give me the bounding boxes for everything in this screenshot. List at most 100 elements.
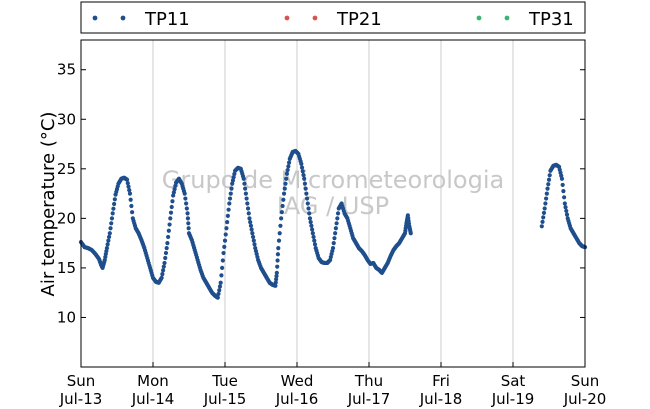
data-point — [281, 197, 286, 202]
data-point — [185, 216, 191, 221]
x-tick-date-label: Jul-18 — [419, 390, 463, 408]
data-point — [225, 213, 230, 218]
data-point — [243, 186, 248, 191]
data-point — [220, 258, 225, 263]
x-tick-day-label: Mon — [137, 372, 169, 390]
data-point — [299, 165, 305, 170]
data-point — [182, 191, 187, 196]
data-point — [162, 260, 167, 266]
plot-frame — [80, 39, 586, 368]
data-point — [282, 186, 287, 191]
data-point — [219, 273, 224, 278]
data-point — [216, 291, 221, 297]
data-point — [304, 191, 309, 196]
data-point — [274, 273, 279, 279]
data-point — [241, 176, 246, 181]
data-point — [545, 186, 550, 191]
data-point — [228, 191, 233, 196]
data-point — [245, 206, 251, 211]
data-point — [335, 211, 341, 216]
data-point — [308, 219, 313, 225]
data-point — [112, 197, 117, 202]
data-point — [110, 211, 115, 216]
data-point — [160, 268, 166, 273]
data-point — [300, 169, 305, 174]
data-point — [277, 231, 282, 236]
data-point — [125, 181, 130, 186]
data-point — [562, 201, 567, 206]
legend-label-tp31: TP31 — [528, 9, 574, 30]
x-tick-day-label: Fri — [432, 372, 450, 390]
x-tick-day-label: Wed — [281, 372, 314, 390]
data-point — [222, 244, 227, 249]
data-point — [333, 226, 338, 231]
y-tick-label: 25 — [57, 160, 76, 178]
data-point — [186, 221, 191, 226]
x-tick-day-label: Sat — [501, 372, 526, 390]
data-point — [335, 216, 340, 221]
data-point — [248, 219, 253, 225]
data-point — [160, 272, 165, 277]
data-point — [124, 177, 130, 182]
legend-marker-tp31 — [476, 15, 482, 21]
data-point — [546, 177, 552, 182]
data-point — [539, 224, 544, 229]
data-point — [283, 181, 288, 186]
data-point — [559, 176, 565, 181]
data-point — [280, 203, 285, 209]
data-point — [301, 172, 306, 178]
data-point — [163, 255, 168, 261]
data-point — [251, 238, 256, 243]
data-point — [127, 191, 133, 196]
data-point — [544, 196, 549, 201]
legend: TP11 TP21 TP31 — [80, 1, 586, 34]
data-point — [185, 211, 190, 216]
data-point — [309, 223, 314, 228]
grid-lines — [152, 40, 514, 367]
watermark: Grupo de Micrometeorologia IAG / USP — [162, 166, 504, 220]
y-tick-label: 10 — [57, 308, 76, 326]
y-tick-label: 20 — [57, 209, 76, 227]
data-point — [245, 201, 250, 206]
legend-marker-tp31 — [504, 15, 510, 21]
data-point — [334, 221, 339, 226]
data-point — [172, 187, 177, 192]
data-point — [310, 227, 315, 232]
data-point — [542, 206, 547, 211]
legend-label-tp21: TP21 — [336, 9, 382, 30]
data-point — [310, 231, 315, 236]
data-point — [247, 216, 252, 221]
data-point — [540, 219, 545, 224]
data-point — [215, 295, 220, 300]
data-point — [564, 212, 570, 217]
data-point — [128, 197, 133, 202]
data-point — [229, 186, 234, 191]
y-axis: 10 15 20 25 30 35 — [57, 61, 585, 326]
data-point — [248, 223, 254, 228]
watermark-line-2: IAG / USP — [277, 192, 389, 220]
data-point — [252, 242, 257, 247]
data-point — [273, 283, 278, 288]
data-point — [276, 238, 282, 243]
data-point — [184, 206, 189, 211]
x-tick-day-label: Sun — [571, 372, 600, 390]
data-point — [305, 201, 310, 206]
data-point — [127, 188, 132, 193]
data-point — [279, 210, 284, 215]
data-point — [107, 231, 112, 236]
x-tick-date-label: Jul-19 — [491, 390, 535, 408]
data-point — [278, 223, 283, 228]
data-point — [311, 234, 316, 240]
legend-item-tp21: TP21 — [284, 9, 382, 30]
data-point — [331, 241, 336, 246]
data-point — [231, 175, 236, 180]
data-point — [218, 280, 223, 285]
data-point — [307, 216, 313, 221]
data-point — [126, 184, 131, 189]
legend-item-tp11: TP11 — [92, 9, 190, 30]
data-point — [302, 176, 307, 181]
data-point — [564, 208, 569, 214]
x-tick-day-label: Tue — [211, 372, 238, 390]
data-point — [284, 176, 289, 181]
x-tick-date-label: Jul-20 — [563, 390, 607, 408]
